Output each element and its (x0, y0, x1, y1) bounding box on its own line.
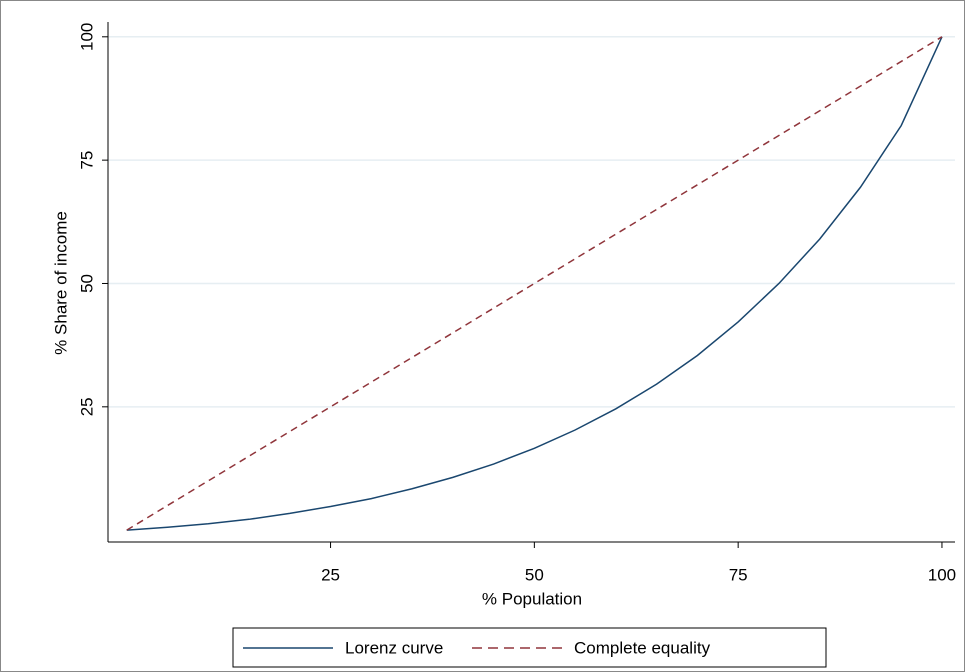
y-tick-label: 75 (77, 151, 96, 170)
x-tick-label: 50 (525, 565, 544, 584)
y-tick-label: 50 (77, 274, 96, 293)
legend-label: Complete equality (574, 638, 711, 657)
y-axis-title: % Share of income (51, 211, 70, 355)
x-axis-title: % Population (482, 589, 582, 608)
x-tick-label: 75 (729, 565, 748, 584)
x-tick-label: 100 (928, 565, 956, 584)
y-tick-label: 25 (77, 397, 96, 416)
x-tick-label: 25 (321, 565, 340, 584)
series-line (126, 36, 943, 531)
legend-label: Lorenz curve (345, 638, 443, 657)
series-line (126, 36, 943, 531)
y-tick-label: 100 (77, 23, 96, 51)
